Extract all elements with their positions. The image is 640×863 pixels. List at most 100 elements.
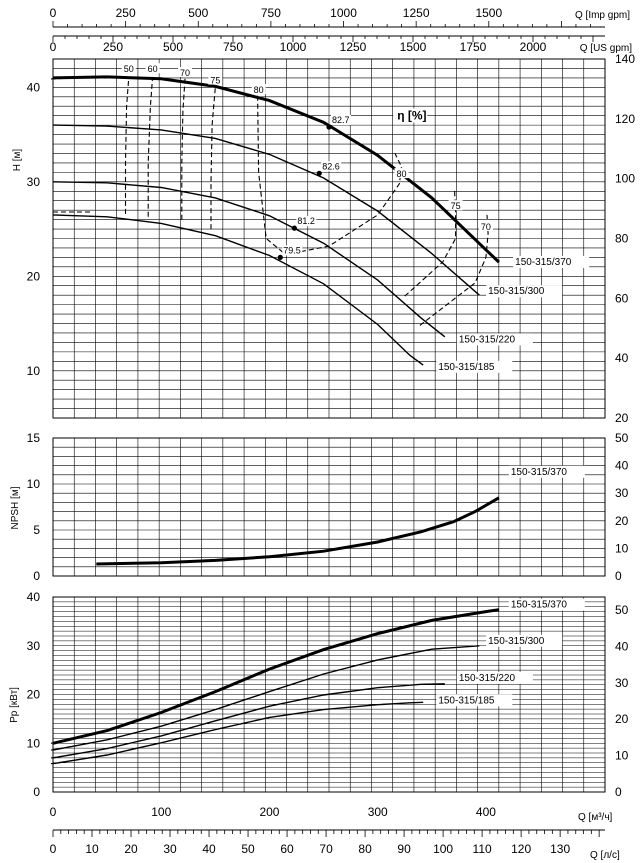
power-curve-dashed-start xyxy=(50,753,77,759)
ls-tick-label: 120 xyxy=(511,842,531,856)
us-gpm-tick-label: 2000 xyxy=(520,40,547,54)
bep-label: 79.5 xyxy=(283,245,301,255)
npsh-curve-label: 150-315/370 xyxy=(511,467,568,478)
efficiency-contour xyxy=(404,191,457,297)
imp-gpm-tick-label: 500 xyxy=(188,6,208,20)
efficiency-label: 70 xyxy=(180,68,190,78)
curve-label-bg xyxy=(436,360,513,373)
power-grid xyxy=(52,596,606,793)
head-right-tick-label: 100 xyxy=(615,172,635,186)
npsh-axis-label: NPSH [м] xyxy=(10,486,21,529)
power-axis-label: Pp [кВт] xyxy=(9,687,20,723)
us-gpm-axis-label: Q [US gpm] xyxy=(580,43,632,54)
ls-tick-label: 30 xyxy=(163,842,177,856)
npsh-tick-label: 10 xyxy=(27,477,41,491)
imp-gpm-tick-label: 250 xyxy=(116,6,136,20)
ls-tick-label: 40 xyxy=(202,842,216,856)
power-grid-frame xyxy=(52,596,606,793)
power-curve-label: 150-315/370 xyxy=(511,600,568,611)
us-gpm-tick-label: 500 xyxy=(163,40,183,54)
power-curve xyxy=(52,683,445,759)
power-right-tick-label: 30 xyxy=(615,676,629,690)
npsh-right-tick-label: 40 xyxy=(615,459,629,473)
npsh-right-tick-label: 0 xyxy=(615,569,622,583)
imp-gpm-tick-label: 0 xyxy=(50,6,57,20)
m3h-tick-label: 300 xyxy=(368,805,388,819)
efficiency-label: 70 xyxy=(481,222,491,232)
efficiency-contour xyxy=(419,214,489,326)
efficiency-label: 75 xyxy=(210,76,220,86)
bep-label-bg xyxy=(296,216,317,227)
head-right-tick-label: 20 xyxy=(615,411,629,425)
ls-tick-label: 60 xyxy=(280,842,294,856)
us-gpm-tick-label: 250 xyxy=(103,40,123,54)
curve-label-bg xyxy=(486,634,563,647)
us-gpm-tick-label: 750 xyxy=(223,40,243,54)
power-right-tick-label: 10 xyxy=(615,749,629,763)
us-gpm-tick-label: 1000 xyxy=(280,40,307,54)
power-right-tick-label: 0 xyxy=(615,785,622,799)
us-gpm-tick-label: 1250 xyxy=(340,40,367,54)
npsh-grid-frame xyxy=(52,437,606,577)
efficiency-contour xyxy=(181,78,186,220)
efficiency-contour xyxy=(257,95,403,256)
head-curve xyxy=(52,75,500,264)
efficiency-contour xyxy=(124,76,130,214)
power-right-tick-label: 40 xyxy=(615,639,629,653)
power-tick-label: 10 xyxy=(27,736,41,750)
head-right-tick-label: 80 xyxy=(615,232,629,246)
head-curve-label: 150-315/185 xyxy=(438,362,495,373)
head-curve xyxy=(52,214,424,366)
power-curve-label: 150-315/185 xyxy=(438,695,495,706)
npsh-right-tick-label: 30 xyxy=(615,486,629,500)
head-curve xyxy=(52,124,480,296)
npsh-right-tick-label: 10 xyxy=(615,541,629,555)
imp-gpm-tick-label: 1500 xyxy=(475,6,502,20)
efficiency-label: 75 xyxy=(451,201,461,211)
npsh-curve xyxy=(96,496,500,566)
head-curve-label: 150-315/300 xyxy=(488,286,545,297)
bep-point xyxy=(291,225,297,231)
ls-tick-label: 130 xyxy=(550,842,570,856)
head-right-tick-label: 40 xyxy=(615,351,629,365)
head-grid xyxy=(52,58,606,419)
efficiency-label-bg xyxy=(448,200,463,211)
power-curve-dashed-start xyxy=(50,737,77,744)
npsh-tick-label: 0 xyxy=(33,569,40,583)
efficiency-contour xyxy=(210,86,216,230)
efficiency-label-bg xyxy=(208,74,223,85)
efficiency-label-bg xyxy=(478,220,493,231)
power-curve-dashed-start xyxy=(50,745,77,751)
efficiency-label-bg xyxy=(145,63,160,74)
bep-label: 82.7 xyxy=(332,115,350,125)
ls-tick-label: 10 xyxy=(85,842,99,856)
efficiency-axis-label: η [%] xyxy=(397,108,426,122)
head-grid-frame xyxy=(52,58,606,419)
m3h-tick-label: 0 xyxy=(50,805,57,819)
imp-gpm-tick-label: 1000 xyxy=(330,6,357,20)
curve-label-bg xyxy=(508,598,585,611)
bep-label-bg xyxy=(321,161,342,172)
head-tick-label: 30 xyxy=(27,175,41,189)
us-gpm-tick-label: 1750 xyxy=(460,40,487,54)
ls-tick-label: 110 xyxy=(473,842,492,856)
head-curve xyxy=(52,181,446,338)
head-curve-dashed-start xyxy=(50,76,108,80)
npsh-grid xyxy=(52,437,606,577)
ls-tick-label: 50 xyxy=(241,842,255,856)
ls-tick-label: 20 xyxy=(124,842,138,856)
curve-label-bg xyxy=(513,255,590,268)
curve-label-bg xyxy=(456,671,533,684)
ls-axis-label: Q [л/с] xyxy=(590,850,620,861)
head-curve-label: 150-315/220 xyxy=(459,334,516,345)
bep-label: 82.6 xyxy=(322,161,340,171)
power-tick-label: 20 xyxy=(27,688,41,702)
bep-point xyxy=(326,124,332,130)
head-tick-label: 10 xyxy=(27,364,41,378)
power-curve-label: 150-315/220 xyxy=(459,673,516,684)
ls-tick-label: 0 xyxy=(50,842,57,856)
power-right-tick-label: 20 xyxy=(615,712,629,726)
imp-gpm-axis-label: Q [Imp gpm] xyxy=(575,10,630,21)
npsh-tick-label: 15 xyxy=(27,431,41,445)
power-tick-label: 40 xyxy=(27,590,41,604)
